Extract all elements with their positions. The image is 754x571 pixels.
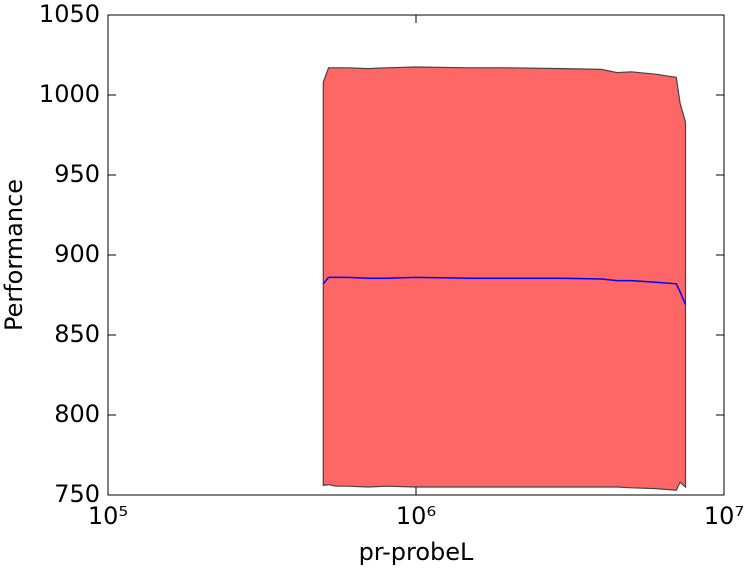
- y-tick-label: 850: [54, 320, 100, 348]
- x-axis-label: pr-probeL: [359, 538, 474, 566]
- y-tick-label: 1050: [39, 0, 100, 28]
- x-tick-label: 10⁶: [396, 502, 436, 530]
- y-tick-label: 900: [54, 240, 100, 268]
- y-tick-label: 950: [54, 160, 100, 188]
- y-tick-label: 750: [54, 480, 100, 508]
- mean-line: [322, 276, 687, 305]
- x-tick-label: 10⁵: [88, 502, 128, 530]
- x-tick-label: 10⁷: [704, 502, 744, 530]
- y-tick-label: 800: [54, 400, 100, 428]
- y-tick-label: 1000: [39, 80, 100, 108]
- y-axis-label: Performance: [0, 179, 28, 331]
